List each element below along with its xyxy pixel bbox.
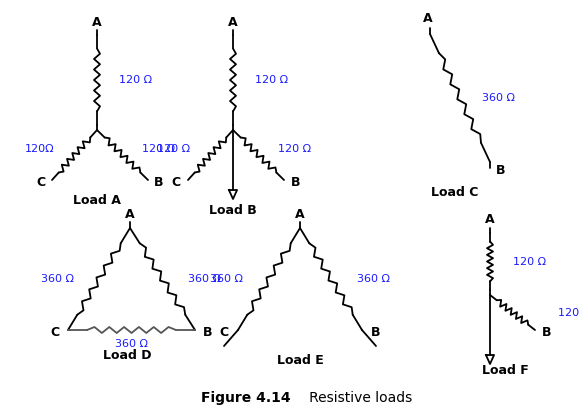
Text: B: B [542,326,552,339]
Text: B: B [203,326,213,339]
Text: A: A [485,212,495,226]
Text: 360 Ω: 360 Ω [188,274,220,284]
Text: Load C: Load C [431,185,479,199]
Text: 360 Ω: 360 Ω [357,274,390,284]
Text: 360 Ω: 360 Ω [210,274,243,284]
Text: B: B [154,175,164,189]
Text: A: A [295,208,305,220]
Text: 120 Ω: 120 Ω [157,144,191,154]
Text: 120 Ω: 120 Ω [558,307,583,318]
Text: Resistive loads: Resistive loads [296,391,412,405]
Text: C: C [171,175,181,189]
Text: 360 Ω: 360 Ω [115,339,148,349]
Text: Load F: Load F [482,363,528,376]
Text: 120 Ω: 120 Ω [513,256,546,266]
Text: Load A: Load A [73,194,121,206]
Text: Figure 4.14: Figure 4.14 [201,391,291,405]
Text: C: C [51,326,59,339]
Text: Load D: Load D [103,349,151,362]
Text: B: B [496,164,505,176]
Text: 360 Ω: 360 Ω [482,93,515,103]
Text: 120 Ω: 120 Ω [279,144,312,154]
Text: C: C [36,175,45,189]
Text: Load B: Load B [209,203,257,217]
Text: A: A [423,12,433,25]
Text: Load E: Load E [276,353,324,367]
Text: A: A [92,16,102,28]
Text: B: B [371,326,381,339]
Text: B: B [292,175,301,189]
Text: C: C [219,326,229,339]
Text: 120 Ω: 120 Ω [119,75,152,85]
Text: 120Ω: 120Ω [25,144,54,154]
Text: A: A [125,208,135,220]
Text: A: A [228,16,238,28]
Text: 120 Ω: 120 Ω [255,75,288,85]
Text: 360 Ω: 360 Ω [41,274,74,284]
Text: 120 Ω: 120 Ω [142,144,175,154]
